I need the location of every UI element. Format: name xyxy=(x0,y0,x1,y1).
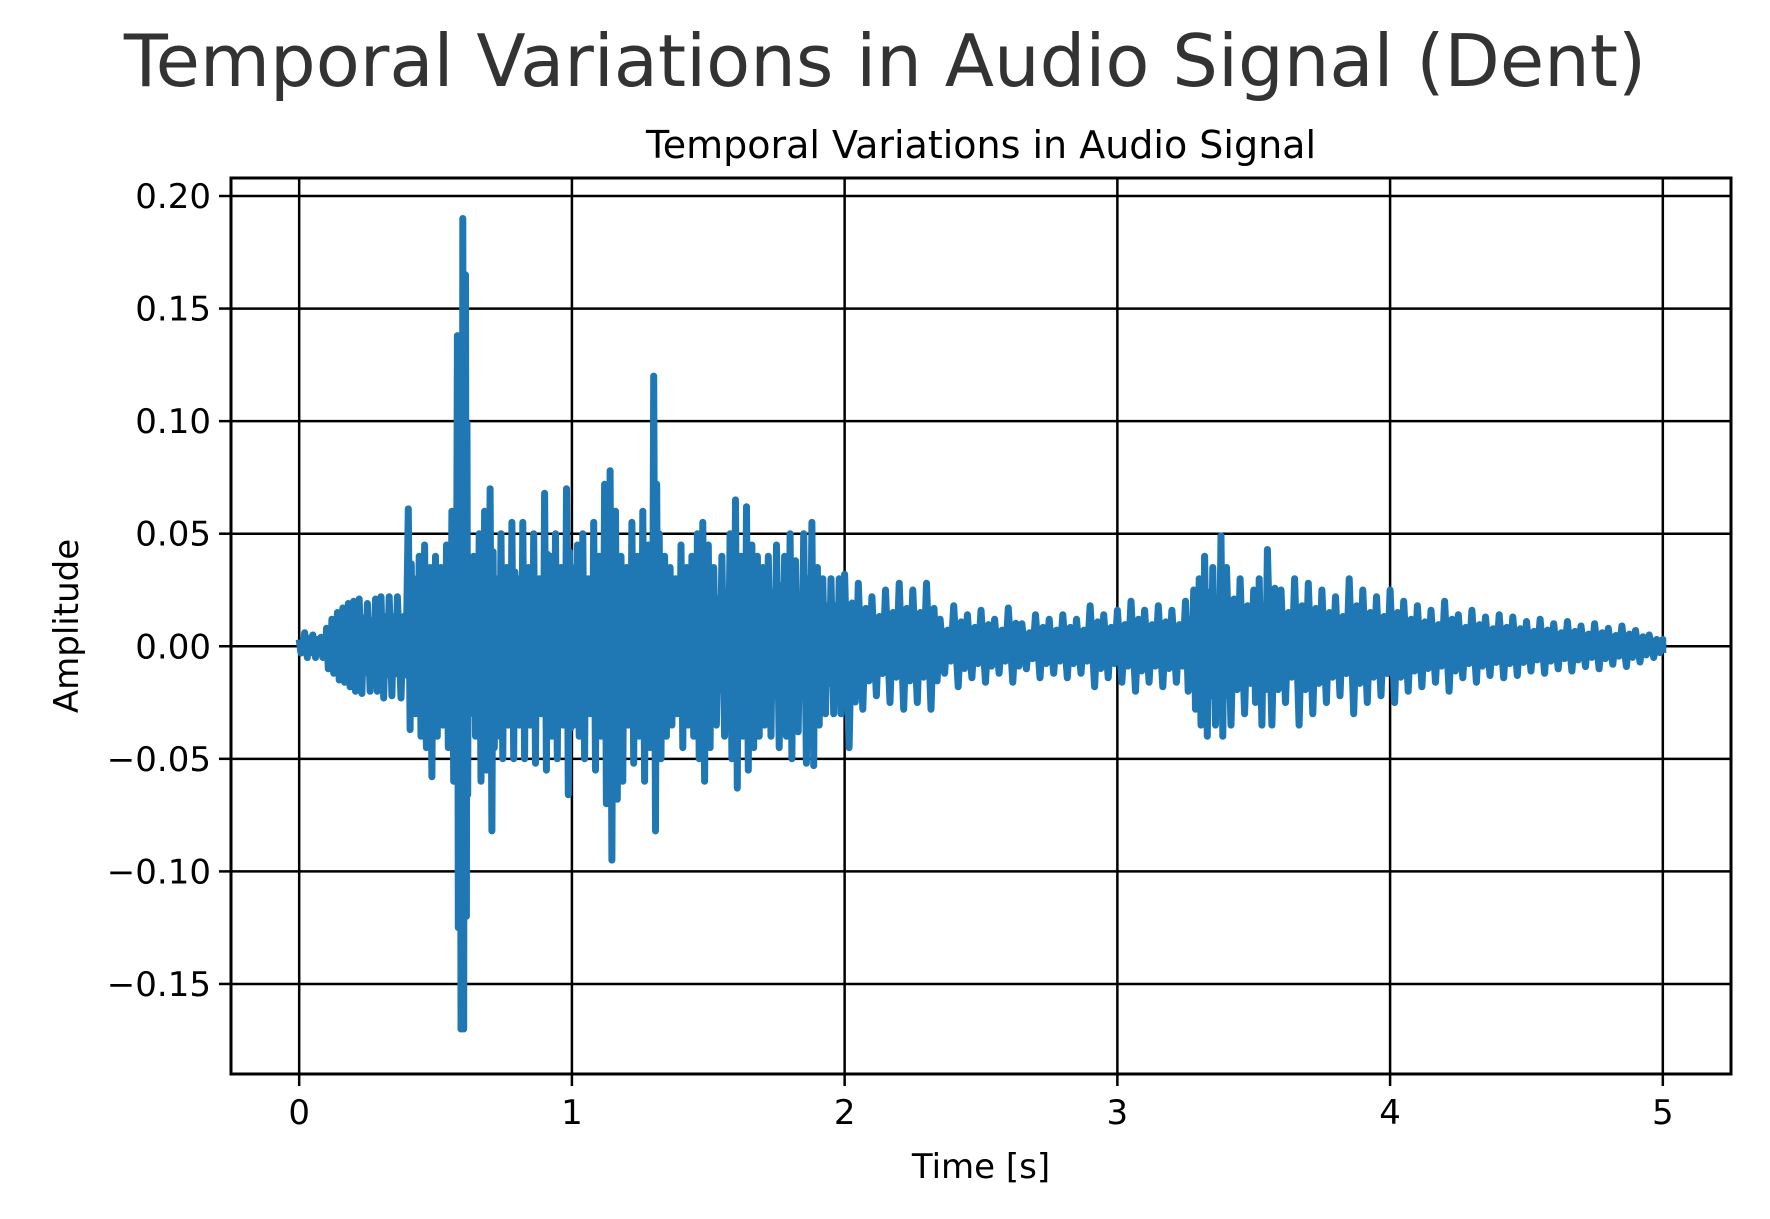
y-tick-label: −0.05 xyxy=(107,740,211,780)
series-layer xyxy=(295,215,1667,1033)
waveform-series-line xyxy=(295,215,1667,1033)
axes-title: Temporal Variations in Audio Signal xyxy=(645,123,1316,167)
figure-suptitle: Temporal Variations in Audio Signal (Den… xyxy=(123,19,1647,103)
y-tick-label: −0.10 xyxy=(107,852,211,892)
y-tick-label: 0.10 xyxy=(135,402,211,442)
y-tick-label: 0.20 xyxy=(135,177,211,217)
y-tick-label: 0.15 xyxy=(135,290,211,330)
x-tick-label: 3 xyxy=(1107,1093,1129,1133)
y-tick-label: 0.05 xyxy=(135,515,211,555)
x-tick-label: 0 xyxy=(288,1093,310,1133)
tick-layer: 0 1 2 3 4 5 −0.15 −0.10 −0.05 0.00 0.05 0.10 0.15 0.2… xyxy=(107,177,1674,1133)
y-tick-label: 0.00 xyxy=(135,627,211,667)
y-axis-label: Amplitude xyxy=(47,539,87,713)
x-tick-label: 2 xyxy=(834,1093,856,1133)
x-tick-label: 4 xyxy=(1379,1093,1401,1133)
y-tick-label: −0.15 xyxy=(107,965,211,1005)
x-tick-label: 5 xyxy=(1652,1093,1674,1133)
x-tick-label: 1 xyxy=(561,1093,583,1133)
plot-area-frame xyxy=(229,176,1733,1076)
x-axis-label: Time [s] xyxy=(911,1147,1050,1187)
